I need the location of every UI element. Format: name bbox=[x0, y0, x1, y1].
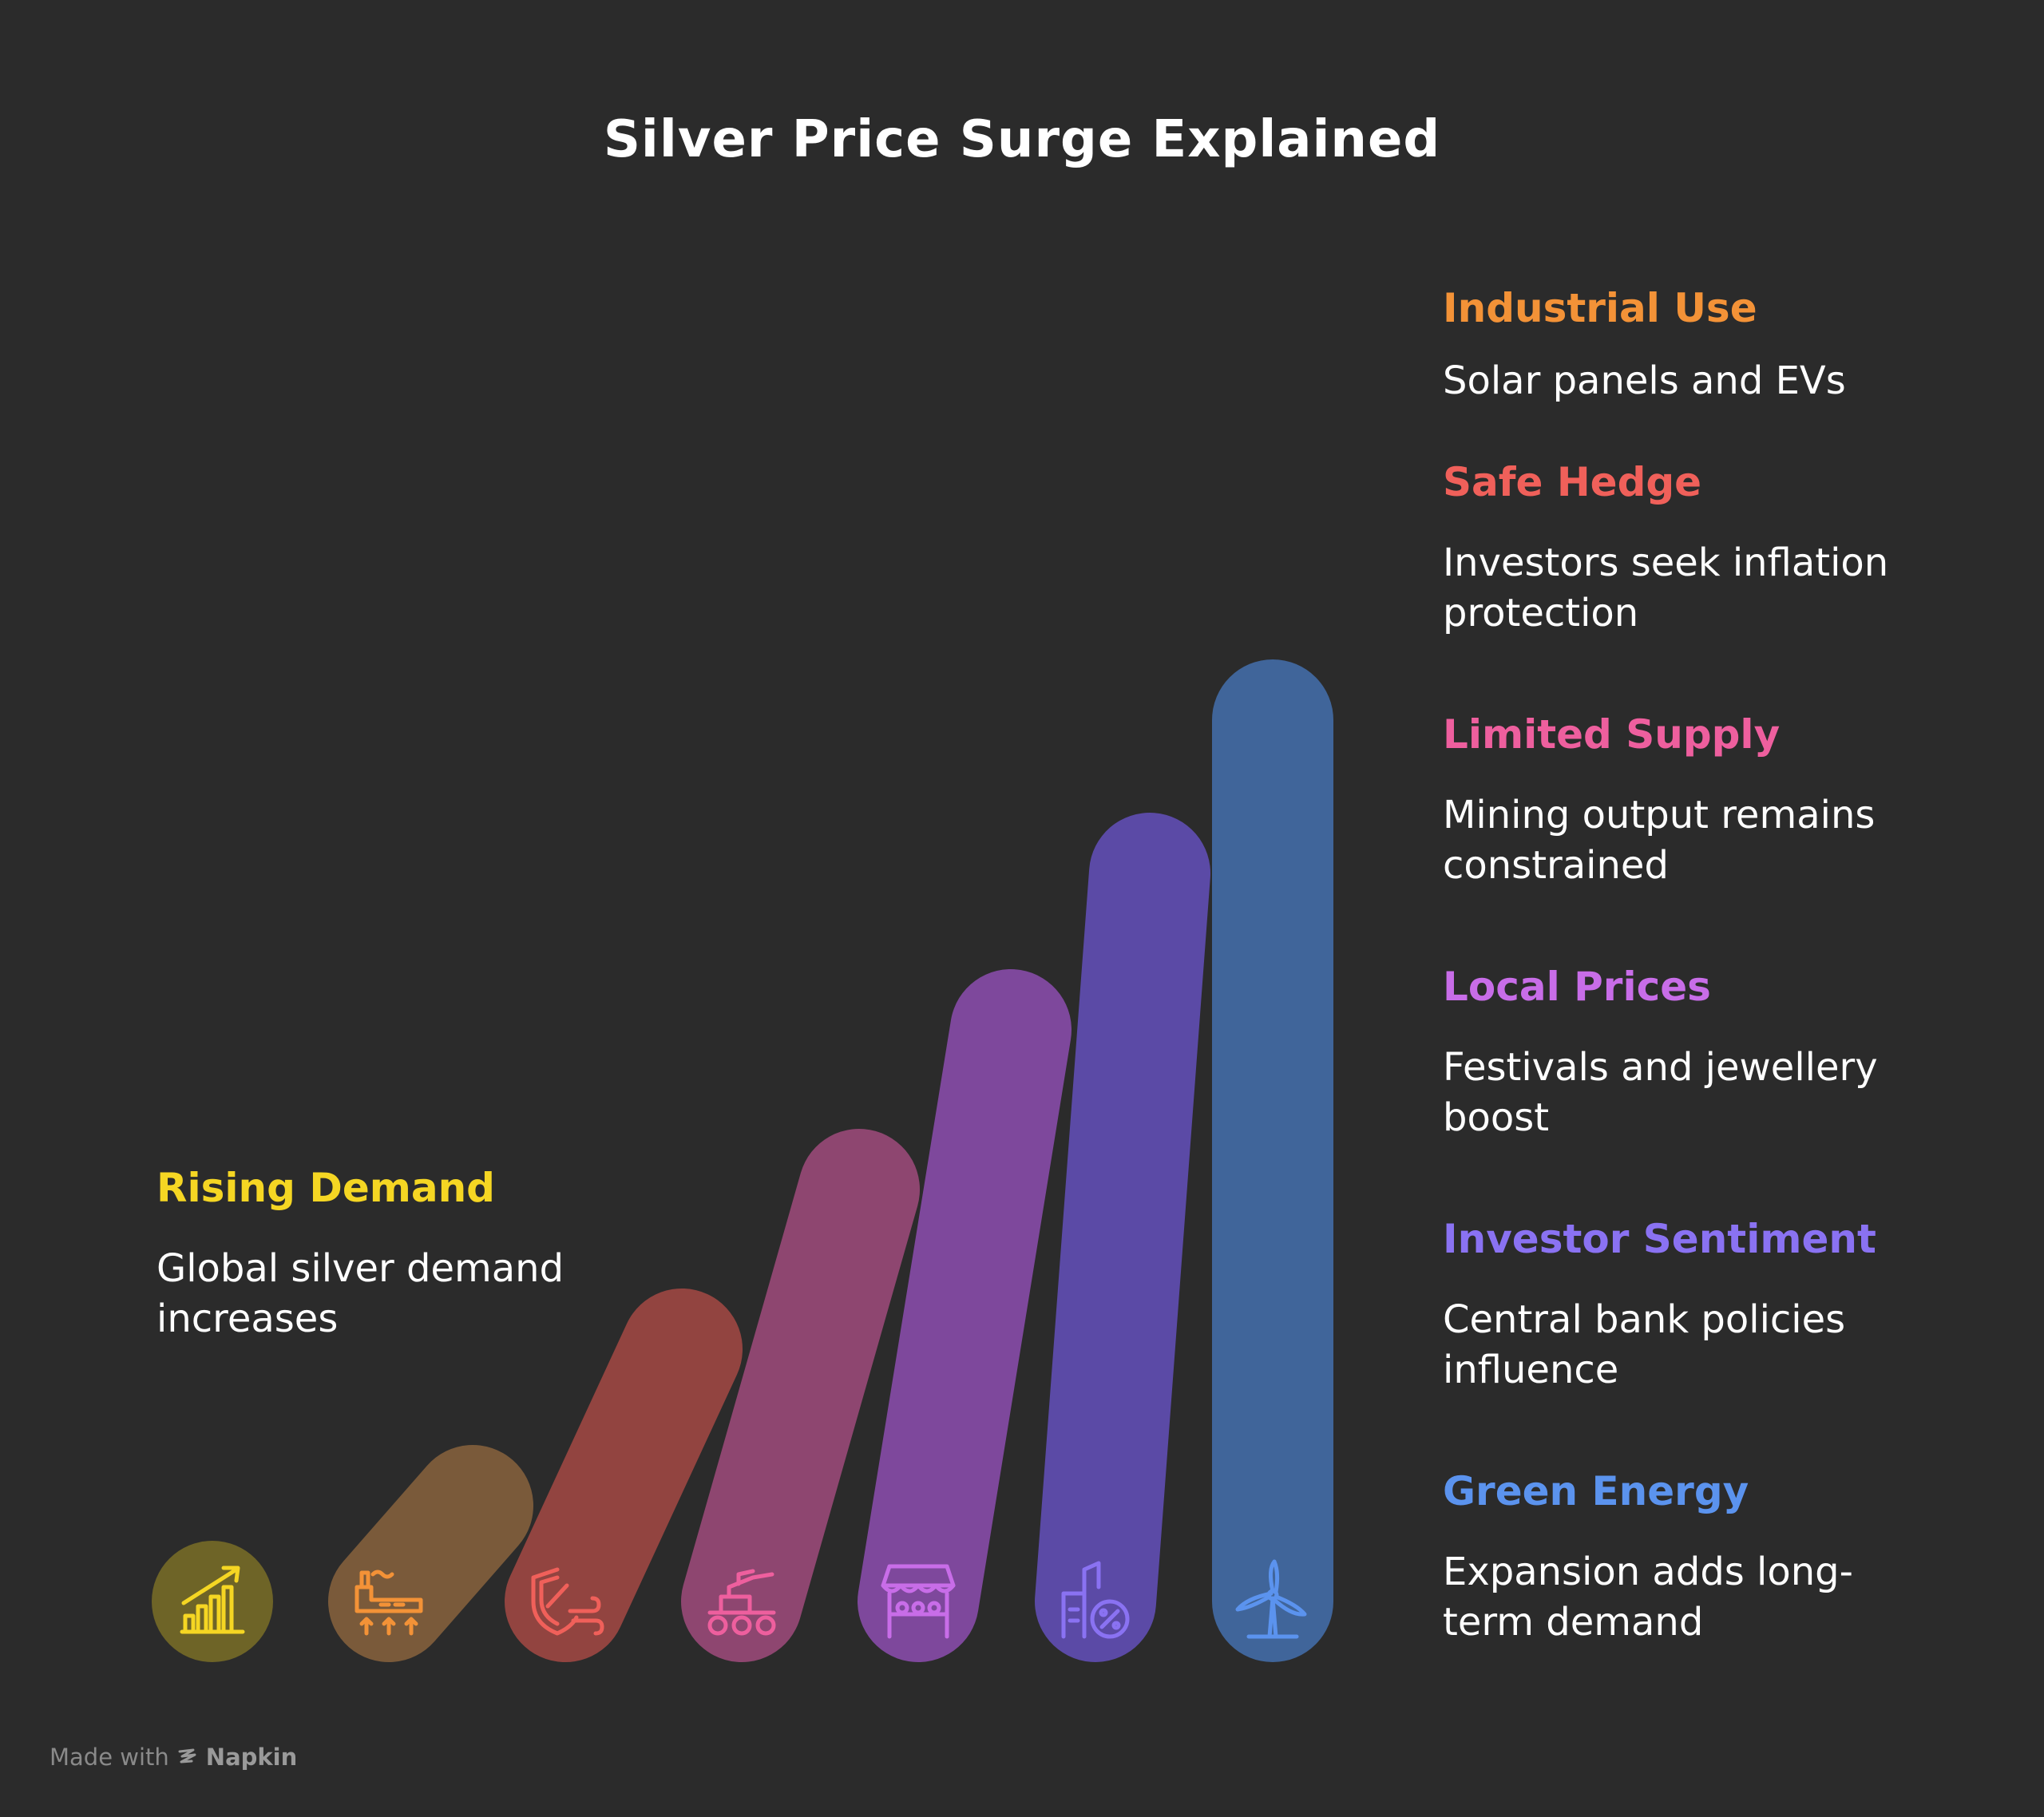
step-heading: Investor Sentiment bbox=[1443, 1216, 1876, 1262]
mining-machine-icon bbox=[707, 1569, 776, 1636]
step-description: Central bank policies influence bbox=[1443, 1297, 1846, 1392]
factory-icon bbox=[355, 1570, 423, 1636]
step-label-investor-sentiment: Investor Sentiment Central bank policies… bbox=[1443, 1215, 2018, 1395]
step-heading: Rising Demand bbox=[156, 1165, 495, 1211]
bank-percent-icon bbox=[1061, 1561, 1130, 1639]
napkin-logo-icon bbox=[178, 1748, 196, 1764]
step-heading: Green Energy bbox=[1443, 1468, 1749, 1514]
page-title: Silver Price Surge Explained bbox=[603, 110, 1441, 169]
bar-industrial-use bbox=[328, 1445, 533, 1662]
step-description: Expansion adds long-term demand bbox=[1443, 1550, 1853, 1645]
step-label-safe-hedge: Safe Hedge Investors seek inflation prot… bbox=[1443, 458, 2018, 639]
step-description: Festivals and jewellery boost bbox=[1443, 1045, 1878, 1140]
footer-prefix: Made with bbox=[50, 1744, 169, 1771]
bar-safe-hedge bbox=[505, 1289, 743, 1662]
wind-turbine-icon bbox=[1235, 1559, 1307, 1639]
bar-limited-supply bbox=[681, 1129, 920, 1662]
step-description: Investors seek inflation protection bbox=[1443, 540, 1889, 635]
step-heading: Limited Supply bbox=[1443, 711, 1781, 758]
footer-brand[interactable]: Napkin bbox=[205, 1744, 298, 1771]
market-stall-icon bbox=[881, 1564, 956, 1639]
footer-credit: Made with Napkin bbox=[50, 1744, 297, 1771]
step-label-green-energy: Green Energy Expansion adds long-term de… bbox=[1443, 1467, 2018, 1648]
growth-chart-icon bbox=[180, 1566, 245, 1634]
step-description: Mining output remains constrained bbox=[1443, 793, 1876, 888]
step-label-local-prices: Local Prices Festivals and jewellery boo… bbox=[1443, 963, 2018, 1143]
step-description: Global silver demand increases bbox=[156, 1246, 564, 1341]
step-label-rising-demand: Rising Demand Global silver demand incre… bbox=[156, 1164, 652, 1344]
step-heading: Safe Hedge bbox=[1443, 459, 1702, 505]
step-label-limited-supply: Limited Supply Mining output remains con… bbox=[1443, 711, 2018, 891]
step-heading: Local Prices bbox=[1443, 964, 1711, 1010]
shield-icon bbox=[531, 1567, 604, 1636]
step-label-industrial-use: Industrial Use Solar panels and EVs bbox=[1443, 284, 2018, 406]
bar-local-prices bbox=[858, 969, 1072, 1662]
step-heading: Industrial Use bbox=[1443, 285, 1757, 331]
bar-investor-sentiment bbox=[1035, 813, 1210, 1662]
step-description: Solar panels and EVs bbox=[1443, 358, 1846, 403]
